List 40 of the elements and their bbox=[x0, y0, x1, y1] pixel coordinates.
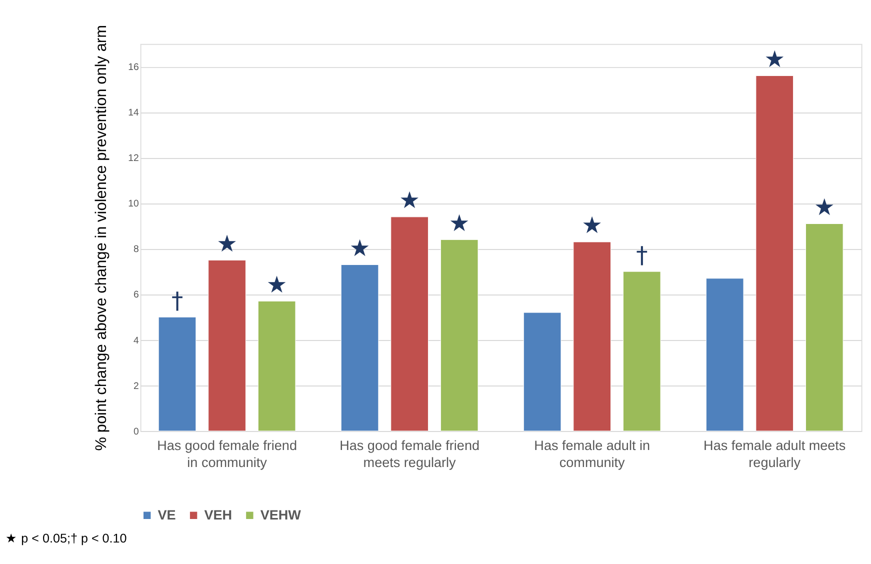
legend-label: VEHW bbox=[260, 507, 302, 522]
x-tick-label: Has female adult in community bbox=[534, 438, 650, 470]
data-label: ★ bbox=[764, 46, 786, 74]
bar bbox=[805, 223, 844, 432]
data-label: ★ bbox=[216, 230, 238, 258]
y-tick-label: 4 bbox=[134, 335, 140, 346]
legend-label: VE bbox=[158, 507, 176, 522]
bar bbox=[158, 316, 196, 432]
data-label: † bbox=[171, 287, 184, 314]
bar bbox=[523, 312, 562, 432]
bar bbox=[706, 278, 744, 432]
data-label: ★ bbox=[399, 187, 420, 214]
y-tick-label: 6 bbox=[134, 290, 139, 301]
bar bbox=[440, 239, 478, 432]
data-label: ★ bbox=[266, 271, 288, 298]
data-label: ★ bbox=[814, 194, 835, 222]
legend-label: VEH bbox=[204, 507, 232, 522]
text: ★ p < 0.05;† p < 0.10 bbox=[6, 531, 127, 546]
x-tick-label: Has female adult meets regularly bbox=[704, 438, 846, 470]
bar bbox=[340, 264, 379, 432]
data-label: ★ bbox=[349, 235, 370, 262]
bar bbox=[258, 300, 296, 432]
y-tick-label: 16 bbox=[128, 62, 139, 74]
x-tick-label: Has good female friend meets regularly bbox=[340, 438, 480, 470]
bar bbox=[756, 75, 794, 432]
bar bbox=[622, 271, 661, 432]
data-label: † bbox=[636, 242, 648, 269]
y-tick-label: 0 bbox=[134, 426, 139, 438]
data-label: ★ bbox=[582, 212, 603, 240]
bar bbox=[390, 216, 428, 432]
y-tick-label: 8 bbox=[134, 244, 139, 256]
bar bbox=[573, 242, 612, 432]
x-tick-label: Has good female friend in community bbox=[157, 438, 297, 470]
y-tick-label: 10 bbox=[128, 198, 139, 210]
y-tick-label: 14 bbox=[128, 108, 140, 119]
y-tick-label: 12 bbox=[128, 153, 139, 164]
data-label: ★ bbox=[448, 210, 470, 237]
y-axis-title: % point change above change in violence prevention only arm bbox=[92, 25, 110, 451]
y-tick-label: 2 bbox=[134, 380, 139, 392]
bar bbox=[208, 260, 246, 432]
